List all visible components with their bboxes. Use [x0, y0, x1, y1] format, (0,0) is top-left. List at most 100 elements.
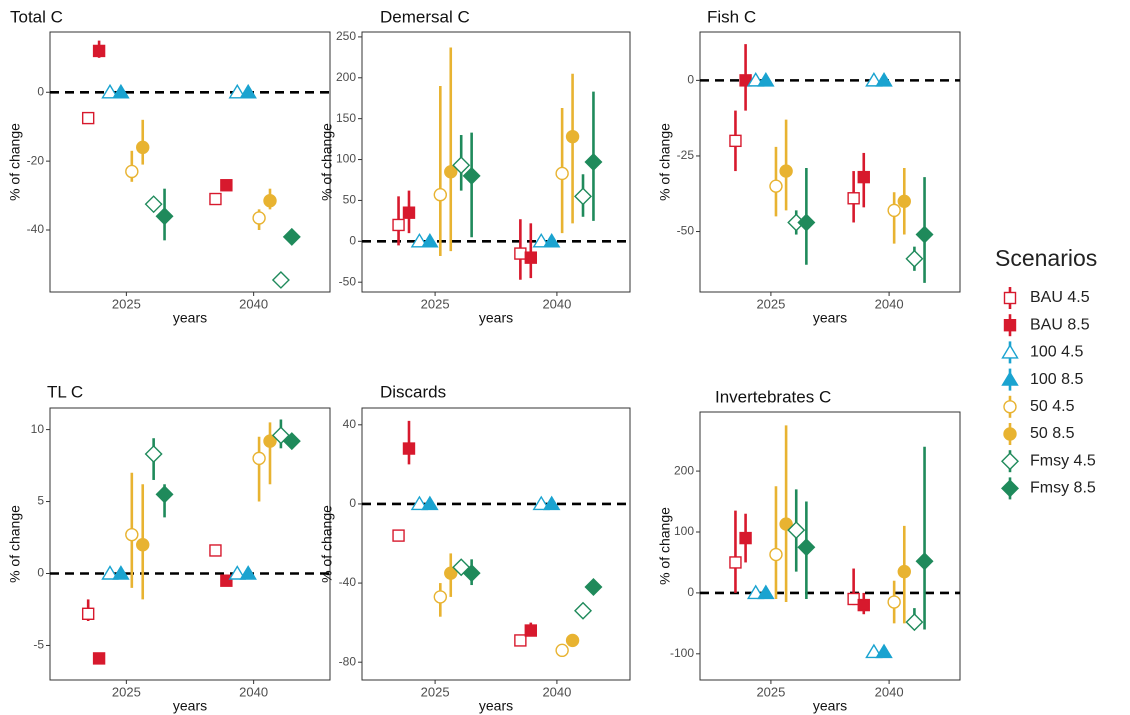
plot-frame [49, 31, 331, 293]
point [392, 529, 405, 542]
x-tick-label: 2025 [112, 296, 141, 311]
y-tick-label: 0 [349, 496, 356, 510]
y-tick-label: 0 [37, 566, 44, 580]
point [402, 206, 416, 219]
point [757, 584, 775, 600]
point [757, 72, 775, 87]
point [125, 527, 139, 542]
plot-frame [699, 31, 961, 293]
point [565, 129, 580, 144]
x-axis-title: years [813, 698, 847, 714]
panel-title: Demersal C [380, 7, 470, 26]
point [847, 192, 860, 205]
legend-label: BAU 4.5 [1030, 289, 1090, 306]
y-tick-label: 0 [687, 585, 694, 599]
point [542, 495, 561, 511]
point [81, 111, 95, 125]
x-tick-label: 2025 [421, 296, 450, 311]
point [887, 203, 901, 218]
point [584, 153, 603, 171]
point [92, 44, 106, 58]
y-tick-label: 50 [343, 193, 357, 207]
panel-title: Total C [10, 7, 63, 26]
point [282, 432, 301, 451]
point [565, 633, 580, 648]
point [462, 166, 481, 185]
point [887, 595, 901, 609]
point [905, 613, 924, 632]
point [875, 643, 893, 659]
y-tick-label: 10 [31, 422, 45, 436]
point [136, 140, 150, 155]
point [263, 194, 277, 208]
y-tick-label: -100 [670, 646, 694, 660]
y-tick-label: -5 [33, 638, 44, 652]
y-tick-label: 100 [674, 524, 694, 538]
point [228, 83, 247, 99]
y-tick-label: 200 [674, 463, 694, 477]
point [584, 578, 603, 597]
y-axis-title: % of change [319, 505, 335, 583]
y-axis-title: % of change [657, 123, 673, 201]
point [433, 590, 448, 604]
point [101, 565, 119, 580]
point [857, 598, 870, 612]
point [797, 538, 816, 557]
point [875, 72, 893, 87]
y-axis-title: % of change [7, 123, 23, 201]
point [514, 634, 527, 647]
legend-marker [1003, 427, 1017, 441]
point [555, 643, 569, 658]
point [125, 164, 139, 179]
point [410, 495, 429, 511]
point [112, 565, 130, 580]
point [228, 565, 247, 580]
point [220, 179, 233, 192]
plot-frame [361, 407, 631, 681]
point [769, 547, 783, 562]
point [402, 442, 416, 455]
x-axis-title: years [813, 310, 847, 326]
point [209, 544, 222, 557]
point [136, 538, 150, 552]
y-tick-label: 200 [336, 70, 356, 84]
x-tick-label: 2040 [875, 296, 904, 311]
legend-label: BAU 8.5 [1030, 316, 1090, 333]
point [81, 607, 95, 620]
point [462, 564, 481, 583]
legend-marker [1003, 291, 1017, 305]
y-tick-label: 150 [336, 111, 356, 125]
y-tick-label: -50 [339, 274, 357, 288]
x-tick-label: 2040 [542, 684, 571, 699]
point [252, 451, 266, 466]
point [144, 195, 163, 214]
point [239, 83, 257, 99]
point [915, 552, 934, 571]
point [514, 247, 527, 260]
x-tick-label: 2025 [756, 684, 785, 699]
x-axis-title: years [479, 698, 513, 714]
legend-label: 50 8.5 [1030, 425, 1075, 442]
point [155, 485, 174, 504]
point [897, 564, 911, 579]
point [574, 187, 593, 206]
legend-label: 100 8.5 [1030, 371, 1083, 388]
point [729, 556, 742, 569]
point [769, 179, 783, 193]
y-tick-label: -50 [677, 224, 695, 238]
legend-marker [1001, 371, 1019, 386]
point [797, 213, 816, 232]
y-tick-label: 100 [336, 152, 356, 166]
point [263, 434, 277, 448]
y-tick-label: -40 [339, 575, 357, 589]
plot-frame [361, 31, 631, 293]
legend-marker [1001, 344, 1019, 359]
point [392, 218, 405, 232]
point [905, 249, 924, 268]
y-tick-label: -25 [677, 148, 695, 162]
y-tick-label: 0 [349, 233, 356, 247]
x-tick-label: 2040 [239, 296, 268, 311]
point [252, 211, 266, 225]
